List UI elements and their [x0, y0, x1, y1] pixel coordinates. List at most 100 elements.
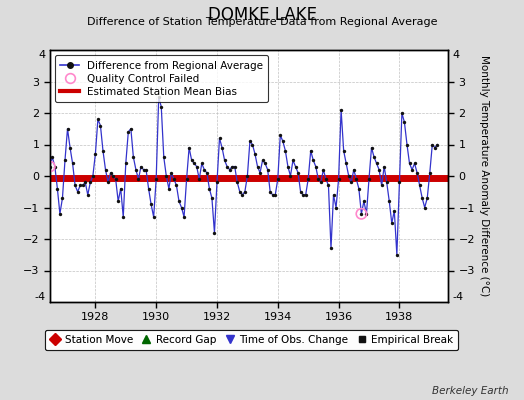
- Point: [104, 179, 112, 186]
- Point: [344, 173, 353, 179]
- Point: [122, 160, 130, 166]
- Point: [268, 192, 277, 198]
- Point: [243, 173, 252, 179]
- Point: [190, 160, 199, 166]
- Point: [283, 163, 292, 170]
- Point: [395, 179, 403, 186]
- Point: [200, 166, 209, 173]
- Point: [392, 252, 401, 258]
- Point: [410, 160, 419, 166]
- Point: [101, 166, 110, 173]
- Point: [329, 192, 337, 198]
- Point: [304, 176, 312, 182]
- Point: [362, 210, 370, 217]
- Point: [203, 170, 211, 176]
- Point: [84, 192, 92, 198]
- Point: [352, 176, 361, 182]
- Point: [185, 144, 193, 151]
- Point: [56, 210, 64, 217]
- Point: [347, 179, 355, 186]
- Point: [380, 163, 388, 170]
- Point: [266, 188, 275, 195]
- Point: [357, 210, 366, 217]
- Point: [337, 107, 345, 113]
- Point: [91, 151, 100, 157]
- Point: [264, 166, 272, 173]
- Point: [357, 210, 366, 217]
- Point: [182, 176, 191, 182]
- Point: [350, 166, 358, 173]
- Point: [294, 170, 302, 176]
- Point: [421, 204, 429, 211]
- Point: [367, 144, 376, 151]
- Point: [342, 160, 351, 166]
- Text: -4: -4: [452, 292, 463, 302]
- Point: [149, 214, 158, 220]
- Point: [33, 119, 41, 126]
- Point: [332, 204, 340, 211]
- Point: [377, 182, 386, 189]
- Text: Difference of Station Temperature Data from Regional Average: Difference of Station Temperature Data f…: [87, 17, 437, 27]
- Point: [89, 173, 97, 179]
- Point: [258, 157, 267, 164]
- Point: [94, 116, 102, 122]
- Point: [319, 166, 328, 173]
- Point: [398, 110, 406, 116]
- Point: [38, 182, 46, 189]
- Point: [365, 176, 373, 182]
- Point: [48, 154, 57, 160]
- Point: [279, 138, 287, 144]
- Point: [76, 182, 84, 189]
- Point: [274, 176, 282, 182]
- Point: [408, 166, 416, 173]
- Point: [383, 179, 391, 186]
- Point: [433, 141, 442, 148]
- Point: [373, 160, 381, 166]
- Point: [403, 141, 411, 148]
- Point: [390, 208, 398, 214]
- Point: [119, 214, 127, 220]
- Point: [137, 163, 145, 170]
- Point: [139, 166, 148, 173]
- Point: [106, 170, 115, 176]
- Point: [177, 204, 185, 211]
- Point: [40, 186, 49, 192]
- Point: [46, 163, 54, 170]
- Point: [253, 163, 261, 170]
- Point: [180, 214, 188, 220]
- Point: [36, 157, 44, 164]
- Y-axis label: Monthly Temperature Anomaly Difference (°C): Monthly Temperature Anomaly Difference (…: [479, 55, 489, 297]
- Point: [165, 186, 173, 192]
- Point: [416, 182, 424, 189]
- Text: Berkeley Earth: Berkeley Earth: [432, 386, 508, 396]
- Point: [66, 144, 74, 151]
- Point: [291, 163, 300, 170]
- Point: [289, 157, 297, 164]
- Point: [109, 173, 117, 179]
- Point: [96, 122, 105, 129]
- Point: [73, 188, 82, 195]
- Point: [112, 176, 120, 182]
- Point: [400, 119, 409, 126]
- Point: [79, 182, 87, 189]
- Point: [53, 186, 62, 192]
- Point: [99, 148, 107, 154]
- Point: [340, 148, 348, 154]
- Point: [370, 154, 378, 160]
- Point: [63, 126, 72, 132]
- Point: [225, 166, 234, 173]
- Point: [233, 179, 242, 186]
- Point: [188, 157, 196, 164]
- Point: [134, 176, 143, 182]
- Point: [301, 192, 310, 198]
- Point: [322, 176, 330, 182]
- Point: [236, 188, 244, 195]
- Point: [251, 151, 259, 157]
- Point: [172, 182, 181, 189]
- Point: [132, 166, 140, 173]
- Text: DOMKE LAKE: DOMKE LAKE: [208, 6, 316, 24]
- Point: [71, 182, 79, 189]
- Point: [145, 186, 153, 192]
- Point: [418, 195, 427, 201]
- Point: [198, 160, 206, 166]
